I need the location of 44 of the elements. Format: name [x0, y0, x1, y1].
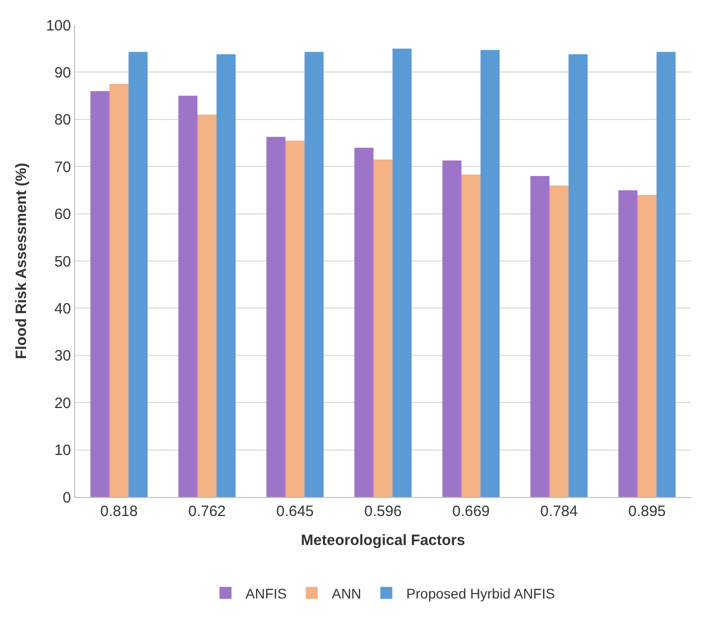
- bar: [549, 185, 569, 497]
- bar: [461, 174, 481, 497]
- bar: [392, 48, 412, 497]
- y-tick-label: 30: [54, 348, 71, 365]
- bar: [216, 54, 236, 497]
- y-tick-label: 60: [54, 206, 71, 224]
- x-tick-label: 0.784: [540, 503, 578, 520]
- bar: [373, 160, 393, 497]
- y-tick-label: 50: [54, 253, 71, 270]
- bar: [285, 140, 305, 497]
- x-tick-label: 0.818: [100, 503, 138, 520]
- bar: [266, 136, 286, 497]
- y-tick-label: 40: [54, 300, 71, 318]
- y-tick-label: 20: [54, 394, 71, 412]
- x-tick-label: 0.596: [364, 503, 402, 520]
- bar: [637, 194, 657, 497]
- y-tick-label: 90: [54, 64, 71, 82]
- bar: [178, 96, 198, 497]
- x-tick-label: 0.895: [628, 503, 666, 520]
- y-tick-label: 10: [54, 442, 71, 460]
- bar: [480, 50, 500, 497]
- x-tick-label: 0.762: [188, 503, 226, 520]
- x-tick-label: 0.645: [276, 503, 314, 520]
- y-tick-label: 0: [62, 489, 71, 506]
- bar: [197, 114, 217, 497]
- bar: [128, 52, 148, 497]
- bar: [618, 190, 638, 497]
- bar: [568, 54, 588, 497]
- bar: [304, 52, 324, 497]
- y-tick-label: 70: [54, 158, 71, 176]
- bar: [354, 148, 374, 497]
- y-axis-title: Flood Risk Assessment (%): [13, 162, 30, 360]
- legend-label: ANN: [332, 585, 362, 602]
- y-tick-label: 100: [46, 17, 71, 34]
- bar: [109, 84, 129, 497]
- bar: [442, 160, 462, 497]
- bar: [656, 52, 676, 497]
- legend-label: ANFIS: [246, 585, 287, 602]
- y-tick-label: 80: [54, 112, 71, 129]
- x-tick-label: 0.669: [452, 503, 490, 520]
- legend-label: Proposed Hyrbid ANFIS: [406, 585, 555, 602]
- x-axis-title: Meteorological Factors: [300, 532, 466, 549]
- bar: [90, 91, 110, 497]
- bar: [530, 176, 550, 497]
